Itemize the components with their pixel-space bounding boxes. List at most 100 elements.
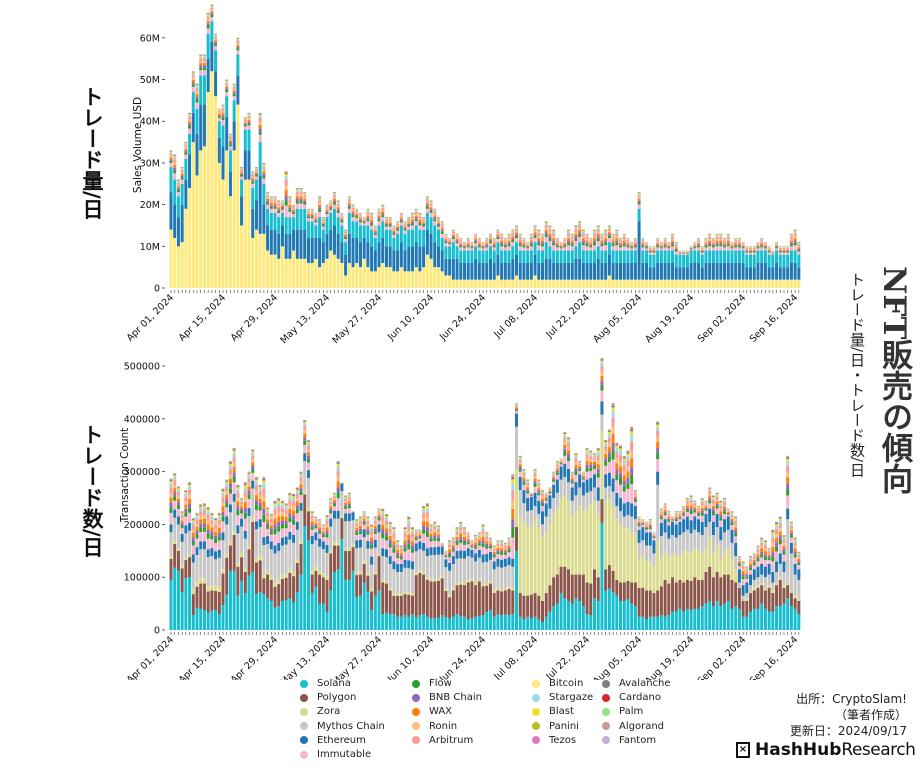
bar-segment-other-chains	[741, 246, 745, 248]
bar-segment-mythos-chain	[273, 553, 277, 583]
bar-segment-other-chains	[541, 505, 544, 512]
bar-segment-ethereum	[641, 262, 645, 280]
bar-segment-ethereum	[355, 237, 359, 263]
day-bar-stack	[578, 221, 582, 288]
bar-segment-other-chains	[358, 531, 362, 534]
bar-segment-other-chains	[325, 515, 329, 517]
bar-segment-other-chains	[217, 118, 221, 122]
bar-segment-mythos-chain	[496, 566, 500, 588]
bar-segment-polygon	[266, 574, 270, 599]
day-bar-stack	[466, 532, 470, 630]
bar-segment-other-chains	[529, 246, 533, 251]
bar-segment-other-chains	[262, 508, 266, 515]
bar-segment-ethereum	[292, 534, 296, 543]
bar-segment-other-chains	[425, 201, 429, 204]
bar-segment-other-chains	[396, 226, 400, 228]
day-bar-stack	[340, 212, 344, 288]
bar-segment-other-chains	[418, 223, 422, 226]
bar-segment-other-chains	[678, 253, 682, 254]
bar-segment-other-chains	[199, 519, 203, 524]
bar-segment-bitcoin	[462, 279, 466, 288]
bar-segment-polygon	[407, 594, 411, 617]
bar-segment-other-chains	[574, 227, 578, 230]
bar-segment-other-chains	[559, 464, 563, 467]
bar-segment-other-chains	[507, 538, 511, 539]
bar-segment-mythos-chain	[626, 514, 630, 529]
bar-segment-ethereum	[730, 262, 734, 280]
bar-segment-other-chains	[425, 536, 429, 549]
day-bar-stack	[292, 493, 296, 630]
figure-title: NFT販売の傾向	[876, 266, 912, 495]
bar-segment-zora	[600, 430, 604, 500]
bar-segment-ethereum	[667, 262, 671, 280]
bar-segment-other-chains	[262, 488, 266, 496]
bar-segment-solana	[611, 250, 615, 263]
bar-segment-other-chains	[455, 542, 459, 545]
bar-segment-other-chains	[541, 490, 544, 491]
bar-segment-other-chains	[448, 242, 452, 244]
bar-segment-solana	[321, 229, 325, 243]
bar-segment-other-chains	[652, 250, 656, 252]
bar-segment-solana	[663, 250, 667, 263]
bar-segment-other-chains	[518, 235, 522, 237]
bar-segment-other-chains	[637, 517, 641, 520]
bar-segment-other-chains	[514, 404, 518, 406]
bar-segment-other-chains	[254, 495, 258, 501]
bar-segment-mythos-chain	[306, 477, 310, 508]
bar-segment-bitcoin	[559, 279, 563, 288]
bar-segment-other-chains	[485, 545, 489, 549]
x-tick-label: Jun 10, 2024	[385, 292, 436, 343]
bar-segment-other-chains	[418, 530, 422, 532]
bar-segment-other-chains	[347, 203, 351, 206]
bar-segment-other-chains	[626, 247, 630, 251]
bar-segment-other-chains	[199, 506, 203, 509]
bar-segment-polygon	[518, 593, 522, 617]
bar-segment-other-chains	[429, 538, 433, 542]
day-bar-stack	[169, 478, 173, 630]
bar-segment-other-chains	[797, 242, 801, 244]
bar-segment-other-chains	[358, 219, 362, 221]
bar-segment-solana	[373, 595, 377, 630]
bar-segment-mythos-chain	[292, 542, 296, 572]
bar-segment-other-chains	[541, 235, 544, 237]
bar-segment-other-chains	[541, 501, 544, 504]
bar-segment-other-chains	[544, 229, 548, 233]
bar-segment-other-chains	[726, 233, 730, 235]
bar-segment-other-chains	[555, 464, 559, 467]
bar-segment-other-chains	[570, 244, 574, 247]
bar-segment-other-chains	[533, 470, 537, 472]
bar-segment-bitcoin	[280, 246, 284, 288]
bar-segment-other-chains	[332, 193, 336, 194]
day-bar-stack	[570, 233, 574, 288]
bar-segment-other-chains	[481, 248, 485, 251]
bar-segment-other-chains	[206, 28, 210, 34]
bar-segment-mythos-chain	[332, 518, 336, 543]
bar-segment-other-chains	[188, 489, 192, 495]
bar-segment-other-chains	[711, 243, 715, 245]
bar-segment-other-chains	[344, 500, 348, 503]
bar-segment-zora	[633, 532, 637, 583]
bar-segment-solana	[656, 616, 660, 630]
bar-segment-other-chains	[596, 447, 600, 450]
bar-segment-bitcoin	[652, 279, 656, 288]
bar-segment-bitcoin	[708, 279, 712, 288]
bar-segment-other-chains	[321, 524, 325, 526]
day-bar-stack	[184, 490, 188, 630]
bar-segment-other-chains	[593, 464, 597, 467]
bar-segment-other-chains	[396, 541, 400, 543]
bar-segment-other-chains	[206, 509, 210, 512]
bar-segment-other-chains	[600, 359, 604, 361]
bar-segment-bitcoin	[444, 275, 448, 288]
bar-segment-other-chains	[188, 126, 192, 129]
bar-segment-other-chains	[507, 242, 511, 245]
bar-segment-solana	[184, 578, 188, 630]
bar-segment-other-chains	[384, 226, 388, 230]
bar-segment-other-chains	[381, 206, 385, 208]
bar-segment-other-chains	[544, 236, 548, 243]
bar-segment-other-chains	[392, 552, 396, 562]
bar-segment-other-chains	[329, 201, 333, 203]
bar-segment-other-chains	[366, 208, 370, 210]
bar-segment-ethereum	[745, 267, 749, 280]
bar-segment-other-chains	[548, 492, 552, 494]
bar-segment-other-chains	[775, 247, 779, 249]
